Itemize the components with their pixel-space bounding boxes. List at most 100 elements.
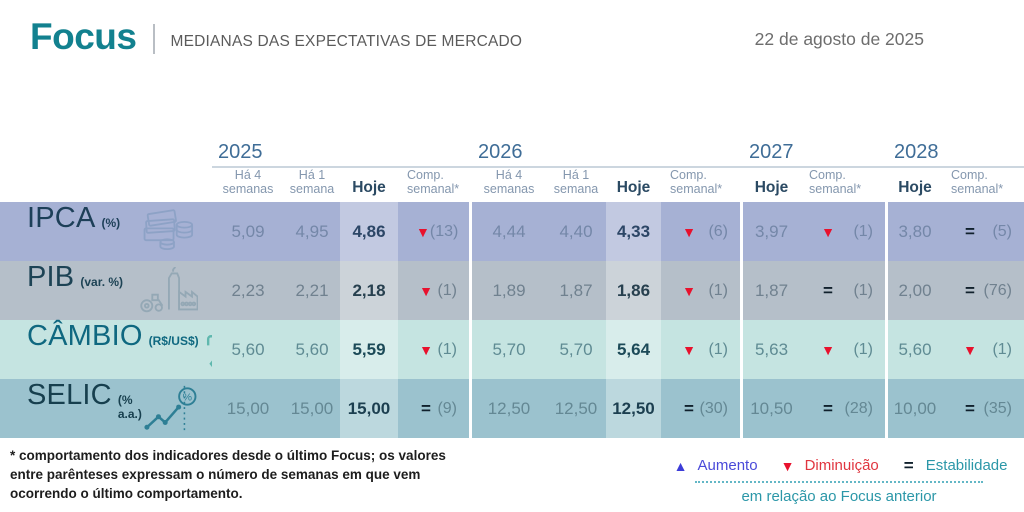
legend-item-increase: ▲ Aumento	[671, 457, 758, 474]
cell-selic-y2025-ha1: 15,00	[284, 379, 340, 438]
footnote: * comportamento dos indicadores desde o …	[10, 448, 446, 501]
weeks-count: (1)	[708, 281, 728, 299]
column-separator	[469, 261, 472, 320]
down-indicator-icon: ▼	[821, 341, 835, 358]
row-unit: (var. %)	[80, 275, 124, 289]
year-underline	[212, 166, 1024, 168]
expectations-table: 2025 2026 2027 2028 Há 4 semanas Há 1 semana H…	[0, 140, 1024, 438]
col-header-hoje: Hoje	[352, 178, 386, 196]
row-label: IPCA	[27, 202, 96, 234]
cell-selic-y2027-hoje: 10,50	[743, 379, 800, 438]
column-separator	[469, 202, 472, 261]
cell-selic-y2026-comp: = (30)	[661, 379, 740, 438]
legend: ▲ Aumento ▼ Diminuição = Estabilidade em…	[674, 457, 1008, 505]
legend-increase-label: Aumento	[697, 457, 758, 474]
down-indicator-icon: ▼	[682, 223, 696, 240]
cell-ipca-y2025-comp: ▼ (13)	[398, 202, 469, 261]
weeks-count: (1)	[708, 340, 728, 358]
column-separator	[740, 261, 743, 320]
col-header-comp: Comp. semanal*	[407, 167, 460, 197]
col-header-ha4: Há 4 semanas	[222, 167, 274, 197]
cell-cambio-y2025-ha1: 5,60	[284, 320, 340, 379]
down-indicator-icon: ▼	[963, 341, 977, 358]
column-separator	[885, 261, 888, 320]
weeks-count: (9)	[437, 399, 457, 417]
legend-item-stability: = Estabilidade	[899, 457, 1008, 474]
cell-ipca-y2025-hoje: 4,86	[340, 202, 398, 261]
col-header-ha1: Há 1 semana	[553, 167, 599, 197]
cell-selic-y2027-comp: = (28)	[800, 379, 885, 438]
col-header-comp: Comp. semanal*	[951, 167, 1004, 197]
legend-row: ▲ Aumento ▼ Diminuição = Estabilidade	[674, 457, 1008, 474]
cell-ipca-y2025-ha4: 5,09	[212, 202, 284, 261]
report-subtitle: MEDIANAS DAS EXPECTATIVAS DE MERCADO	[170, 32, 523, 50]
cell-pib-y2025-ha1: 2,21	[284, 261, 340, 320]
weeks-count: (1)	[853, 281, 873, 299]
cell-ipca-y2027-hoje: 3,97	[743, 202, 800, 261]
equal-indicator-icon: =	[421, 399, 431, 418]
col-header-ha4: Há 4 semanas	[483, 167, 535, 197]
row-header-ipca: IPCA (%)	[0, 202, 212, 261]
equal-indicator-icon: =	[965, 399, 975, 418]
weeks-count: (1)	[853, 340, 873, 358]
row-header-selic: SELIC (% a.a.)%	[0, 379, 212, 438]
cell-pib-y2025-ha4: 2,23	[212, 261, 284, 320]
row-unit: (R$/US$)	[148, 334, 199, 348]
col-header-comp: Comp. semanal*	[809, 167, 862, 197]
cell-selic-y2028-hoje: 10,00	[888, 379, 942, 438]
cell-selic-y2025-ha4: 15,00	[212, 379, 284, 438]
cell-pib-y2027-comp: = (1)	[800, 261, 885, 320]
down-indicator-icon: ▼	[821, 223, 835, 240]
col-header-comp: Comp. semanal*	[670, 167, 723, 197]
legend-stability-label: Estabilidade	[925, 457, 1008, 474]
weeks-count: (1)	[853, 222, 873, 240]
cell-selic-y2026-hoje: 12,50	[606, 379, 661, 438]
down-indicator-icon: ▼	[682, 341, 696, 358]
legend-decrease-label: Diminuição	[804, 457, 879, 474]
cell-pib-y2026-hoje: 1,86	[606, 261, 661, 320]
down-indicator-icon: ▼	[419, 341, 433, 358]
row-label: CÂMBIO	[27, 320, 143, 352]
cell-selic-y2028-comp: = (35)	[942, 379, 1024, 438]
cell-pib-y2026-ha4: 1,89	[472, 261, 546, 320]
cell-selic-y2025-comp: = (9)	[398, 379, 469, 438]
cell-pib-y2027-hoje: 1,87	[743, 261, 800, 320]
increase-triangle-icon: ▲	[673, 457, 688, 474]
column-separator	[740, 202, 743, 261]
cell-pib-y2025-comp: ▼ (1)	[398, 261, 469, 320]
brand-title: Focus	[30, 16, 137, 57]
equal-indicator-icon: =	[965, 281, 975, 300]
down-indicator-icon: ▼	[682, 282, 696, 299]
equal-indicator-icon: =	[823, 281, 833, 300]
weeks-count: (30)	[699, 399, 728, 417]
down-indicator-icon: ▼	[416, 223, 430, 240]
col-header-hoje: Hoje	[898, 178, 932, 196]
weeks-count: (28)	[844, 399, 873, 417]
column-separator	[885, 379, 888, 438]
cell-ipca-y2026-comp: ▼ (6)	[661, 202, 740, 261]
svg-text:%: %	[183, 391, 193, 403]
money-icon	[140, 208, 198, 255]
column-separator	[740, 379, 743, 438]
cell-cambio-y2026-ha1: 5,70	[546, 320, 606, 379]
decrease-triangle-icon: ▼	[780, 457, 795, 474]
col-header-hoje: Hoje	[616, 178, 651, 196]
weeks-count: (1)	[437, 340, 457, 358]
equal-indicator-icon: =	[823, 399, 833, 418]
column-separator	[885, 202, 888, 261]
interest-rate-icon: %	[142, 384, 198, 434]
legend-item-decrease: ▼ Diminuição	[778, 457, 879, 474]
year-header-2025: 2025	[218, 141, 263, 163]
legend-dotted-divider	[695, 481, 983, 483]
column-separator	[740, 320, 743, 379]
year-header-2026: 2026	[478, 141, 523, 163]
col-header-hoje: Hoje	[754, 178, 789, 196]
legend-caption: em relação ao Focus anterior	[741, 488, 937, 505]
cell-cambio-y2027-comp: ▼ (1)	[800, 320, 885, 379]
column-separator	[885, 320, 888, 379]
weeks-count: (35)	[983, 399, 1012, 417]
equal-indicator-icon: =	[965, 222, 975, 241]
row-header-pib: PIB (var. %)	[0, 261, 212, 320]
cell-ipca-y2026-ha4: 4,44	[472, 202, 546, 261]
cell-cambio-y2026-comp: ▼ (1)	[661, 320, 740, 379]
